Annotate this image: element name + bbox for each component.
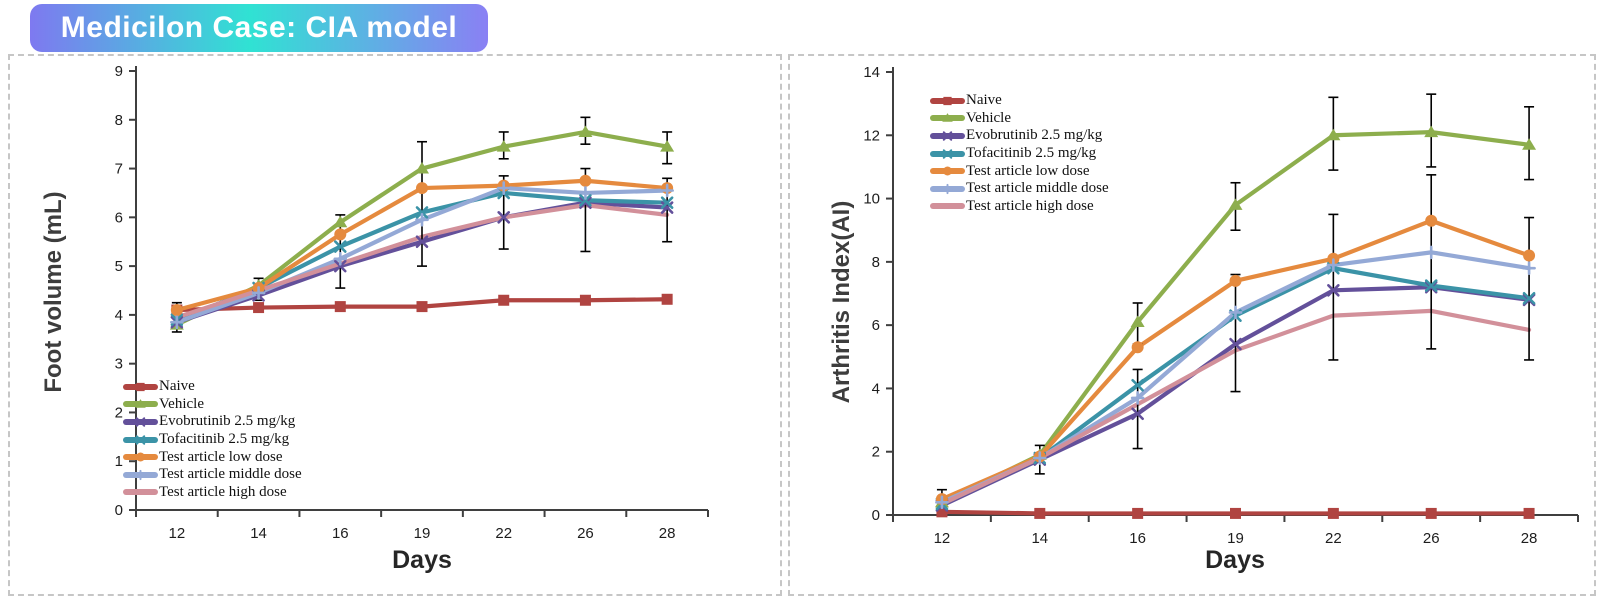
legend-label: Naive: [966, 92, 1002, 109]
x-axis-ticks: 12 14 16 19 22 26 28: [892, 515, 1579, 547]
y-tick-label: 8: [872, 254, 880, 271]
x-tick-label: 22: [1325, 530, 1342, 547]
y-tick-label: 8: [115, 112, 123, 129]
x-tick-label: 12: [169, 525, 186, 542]
legend-swatch: [930, 203, 965, 210]
legend-label: Test article low dose: [159, 448, 283, 465]
arthritis-index-chart-panel: 0 2 4 6 8 10 12 14 12 14 16 19 22 26 28 Arthritis Inde…: [788, 54, 1596, 596]
arthritis-index-legend: Naive Vehicle Evobrutinib 2.5 mg/kg Tofacit…: [930, 92, 1109, 215]
y-tick-label: 2: [872, 444, 880, 461]
legend-item-naive: Naive: [930, 92, 1109, 110]
legend-label: Test article low dose: [966, 162, 1090, 179]
legend-item-vehicle: Vehicle: [123, 396, 302, 414]
x-tick-label: 19: [1227, 530, 1244, 547]
series-markers: [169, 125, 675, 330]
arthritis-index-chart: 0 2 4 6 8 10 12 14 12 14 16 19 22 26 28: [863, 64, 1579, 547]
title-badge: Medicilon Case: CIA model: [30, 4, 488, 52]
y-axis-ticks: 0 1 2 3 4 5 6 7 8 9: [115, 63, 136, 519]
legend-swatch: [930, 166, 965, 176]
legend-item-evobrutinib-2-5-mg-kg: Evobrutinib 2.5 mg/kg: [930, 127, 1109, 145]
y-tick-label: 1: [115, 453, 123, 470]
legend-item-test-article-low-dose: Test article low dose: [123, 448, 302, 466]
legend-label: Evobrutinib 2.5 mg/kg: [159, 413, 296, 430]
y-tick-label: 3: [115, 356, 123, 373]
legend-label: Test article middle dose: [159, 466, 302, 483]
x-tick-label: 28: [1521, 530, 1538, 547]
x-tick-label: 26: [1423, 530, 1440, 547]
legend-label: Tofacitinib 2.5 mg/kg: [159, 431, 290, 448]
y-tick-label: 2: [115, 404, 123, 421]
y-tick-label: 12: [863, 127, 880, 144]
x-tick-label: 22: [495, 525, 512, 542]
y-tick-label: 0: [872, 507, 880, 524]
legend-label: Test article high dose: [159, 483, 287, 500]
y-tick-label: 5: [115, 258, 123, 275]
legend-swatch: [123, 382, 158, 391]
legend-swatch: [123, 489, 158, 496]
title-badge-text: Medicilon Case: CIA model: [60, 11, 458, 44]
legend-swatch: [123, 469, 158, 480]
legend-item-test-article-high-dose: Test article high dose: [930, 198, 1109, 216]
y-tick-label: 4: [115, 307, 123, 324]
legend-item-tofacitinib-2-5-mg-kg: Tofacitinib 2.5 mg/kg: [123, 431, 302, 449]
legend-label: Test article high dose: [966, 197, 1094, 214]
arthritis-index-x-axis-title: Days: [1205, 546, 1265, 574]
legend-label: Test article middle dose: [966, 180, 1109, 197]
legend-label: Vehicle: [966, 109, 1011, 126]
x-axis-ticks: 12 14 16 19 22 26 28: [135, 510, 709, 542]
foot-volume-x-axis-title: Days: [392, 546, 452, 574]
legend-label: Tofacitinib 2.5 mg/kg: [966, 145, 1097, 162]
arthritis-index-y-axis-title: Arthritis Index(AI): [828, 200, 855, 404]
legend-swatch: [930, 183, 965, 194]
legend-swatch: [930, 113, 965, 123]
legend-item-evobrutinib-2-5-mg-kg: Evobrutinib 2.5 mg/kg: [123, 413, 302, 431]
legend-swatch: [123, 452, 158, 462]
x-tick-label: 16: [1129, 530, 1146, 547]
legend-item-test-article-high-dose: Test article high dose: [123, 484, 302, 502]
y-tick-label: 6: [872, 317, 880, 334]
y-tick-label: 4: [872, 380, 880, 397]
x-tick-label: 16: [332, 525, 349, 542]
y-tick-label: 10: [863, 191, 880, 208]
legend-swatch: [123, 399, 158, 409]
legend-item-naive: Naive: [123, 378, 302, 396]
y-tick-label: 7: [115, 161, 123, 178]
foot-volume-chart-panel: 0 1 2 3 4 5 6 7 8 9 12 14 16 19 22 26 28 Foot volume (mL…: [8, 54, 782, 596]
legend-label: Naive: [159, 378, 195, 395]
foot-volume-legend: Naive Vehicle Evobrutinib 2.5 mg/kg Tofacit…: [123, 378, 302, 501]
x-tick-label: 26: [577, 525, 594, 542]
x-tick-label: 14: [250, 525, 267, 542]
foot-volume-y-axis-title: Foot volume (mL): [40, 191, 67, 393]
y-tick-label: 9: [115, 63, 123, 80]
series-markers: [934, 125, 1537, 519]
x-tick-label: 14: [1031, 530, 1048, 547]
legend-item-vehicle: Vehicle: [930, 110, 1109, 128]
legend-swatch: [930, 96, 965, 105]
x-tick-label: 28: [659, 525, 676, 542]
y-tick-label: 6: [115, 209, 123, 226]
legend-item-test-article-middle-dose: Test article middle dose: [123, 466, 302, 484]
legend-item-tofacitinib-2-5-mg-kg: Tofacitinib 2.5 mg/kg: [930, 145, 1109, 163]
legend-swatch: [930, 148, 965, 159]
y-tick-label: 14: [863, 64, 880, 81]
y-axis-ticks: 0 2 4 6 8 10 12 14: [863, 64, 893, 524]
legend-swatch: [123, 434, 158, 445]
legend-label: Evobrutinib 2.5 mg/kg: [966, 127, 1103, 144]
x-tick-label: 12: [934, 530, 951, 547]
y-tick-label: 0: [115, 502, 123, 519]
legend-label: Vehicle: [159, 395, 204, 412]
legend-item-test-article-middle-dose: Test article middle dose: [930, 180, 1109, 198]
legend-item-test-article-low-dose: Test article low dose: [930, 162, 1109, 180]
legend-swatch: [123, 417, 158, 427]
legend-swatch: [930, 131, 965, 141]
x-tick-label: 19: [414, 525, 431, 542]
